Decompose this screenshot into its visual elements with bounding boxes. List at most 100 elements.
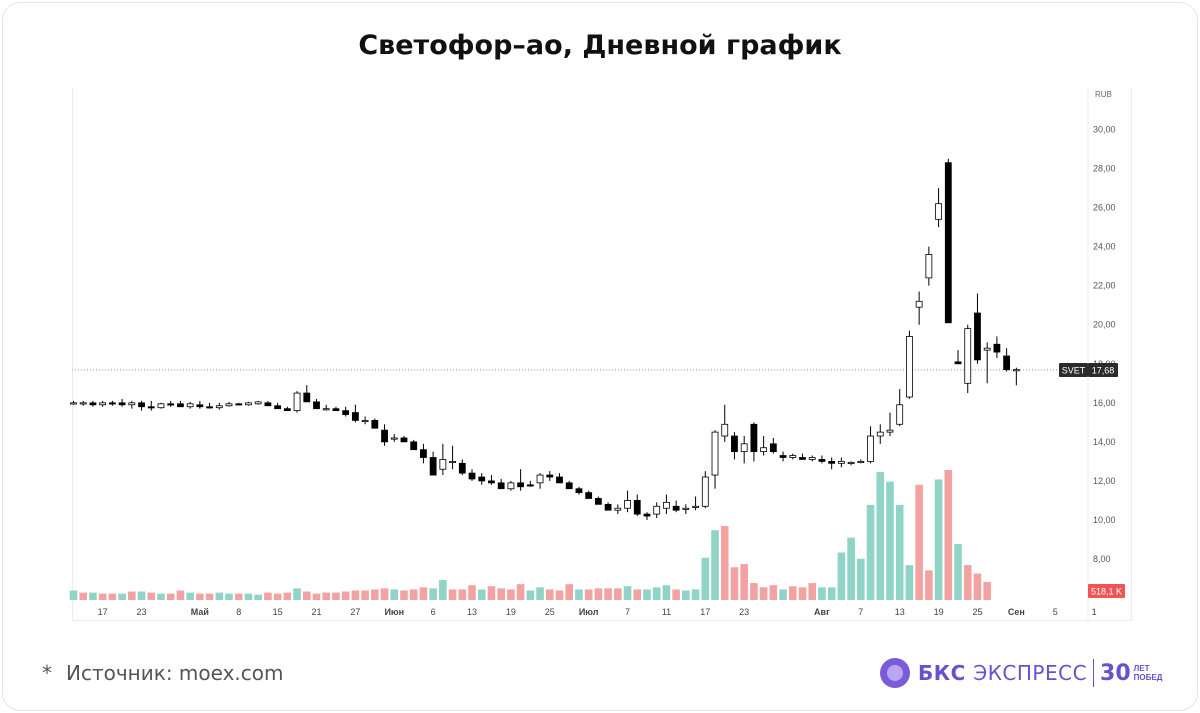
candle xyxy=(138,402,145,408)
x-tick-label: 19 xyxy=(506,607,516,617)
x-tick-label: 1 xyxy=(1092,607,1097,617)
candle xyxy=(828,460,836,464)
candle xyxy=(177,403,184,408)
ticker-tag xyxy=(1059,363,1088,378)
volume-bar xyxy=(79,592,88,600)
volume-bar xyxy=(468,585,476,600)
x-tick-label: 23 xyxy=(137,607,147,617)
candle xyxy=(1012,369,1020,372)
bks-logo-icon xyxy=(880,658,910,688)
volume-bar xyxy=(108,593,117,600)
candle xyxy=(594,498,602,505)
y-tick-label: 30,00 xyxy=(1093,125,1116,135)
y-tick-label: 20,00 xyxy=(1093,320,1116,330)
volume-bar xyxy=(808,583,817,600)
y-tick-label: 22,00 xyxy=(1093,281,1116,291)
volume-bar xyxy=(215,592,224,600)
ticker-label: SVET xyxy=(1062,366,1086,376)
candle xyxy=(147,406,155,409)
candle xyxy=(449,460,456,463)
volume-bar xyxy=(798,587,807,600)
volume-bar xyxy=(351,590,360,600)
volume-bar xyxy=(584,589,593,600)
volume-bar xyxy=(361,590,369,600)
volume-bar xyxy=(944,470,953,600)
candle xyxy=(935,203,942,220)
volume-bar xyxy=(186,592,194,600)
candle xyxy=(614,507,622,511)
volume-bar xyxy=(730,567,739,600)
volume-bar xyxy=(818,587,826,600)
candle xyxy=(760,447,768,453)
x-tick-label: 7 xyxy=(858,607,863,617)
volume-bar xyxy=(458,589,467,600)
x-tick-label: Сен xyxy=(1008,607,1025,617)
candle xyxy=(925,254,933,279)
candle xyxy=(731,435,738,453)
y-tick-label: 26,00 xyxy=(1093,203,1116,213)
candle xyxy=(740,443,748,453)
x-tick-label: 17 xyxy=(700,607,710,617)
volume-bar xyxy=(332,592,340,600)
volume-bar xyxy=(691,589,700,600)
candle xyxy=(79,402,87,405)
candle xyxy=(750,423,758,453)
candle xyxy=(507,482,515,490)
y-tick-label: 8,00 xyxy=(1093,554,1111,564)
volume-bar xyxy=(234,593,243,600)
x-tick-label: 25 xyxy=(972,607,982,617)
candle xyxy=(264,402,272,407)
candle xyxy=(458,462,466,474)
candle xyxy=(769,443,777,453)
candle xyxy=(682,507,690,510)
x-tick-label: 27 xyxy=(350,607,360,617)
volume-bar xyxy=(283,592,292,600)
candle xyxy=(964,328,972,384)
volume-bar xyxy=(915,484,923,600)
volume-bar xyxy=(322,592,331,600)
bks-logo: БКС ЭКСПРЕСС 30 ЛЕТ ПОБЕД xyxy=(880,655,1162,691)
candle xyxy=(711,431,719,476)
volume-bar xyxy=(759,587,768,600)
candle xyxy=(274,405,282,410)
logo-years-caption: ЛЕТ ПОБЕД xyxy=(1133,664,1163,682)
candle xyxy=(128,402,136,406)
candle xyxy=(663,501,670,509)
volume-bar xyxy=(711,530,719,600)
x-tick-label: 8 xyxy=(236,607,241,617)
candle xyxy=(351,412,359,421)
volume-bar xyxy=(633,589,642,600)
candle xyxy=(653,505,661,515)
x-tick-label: 15 xyxy=(273,607,283,617)
candle xyxy=(556,476,563,484)
volume-bar xyxy=(205,593,214,600)
candle xyxy=(633,500,641,515)
volume-bar xyxy=(448,589,457,600)
candle xyxy=(546,474,554,478)
volume-bar xyxy=(302,591,311,600)
volume-bar xyxy=(604,588,612,600)
candle xyxy=(439,459,447,470)
volume-bar xyxy=(866,504,875,600)
candle xyxy=(332,408,340,412)
volume-bar xyxy=(769,585,778,600)
volume-bar xyxy=(750,583,758,600)
candle xyxy=(371,419,379,429)
candle xyxy=(196,404,204,408)
volume-bar xyxy=(273,593,282,600)
candle xyxy=(886,429,894,433)
x-tick-label: 17 xyxy=(98,607,108,617)
candle xyxy=(1003,355,1011,371)
volume-bar xyxy=(555,590,564,600)
last-price-label: 17,68 xyxy=(1092,366,1115,376)
source-note: * Источник: moex.com xyxy=(42,661,284,685)
x-tick-label: Июл xyxy=(579,607,599,617)
volume-bar xyxy=(983,582,991,600)
candle xyxy=(604,503,612,511)
candle xyxy=(381,429,388,443)
candle xyxy=(342,410,350,415)
logo-years: 30 xyxy=(1100,660,1131,686)
candle xyxy=(944,162,952,324)
logo-separator xyxy=(1093,659,1095,687)
candle xyxy=(186,403,194,408)
